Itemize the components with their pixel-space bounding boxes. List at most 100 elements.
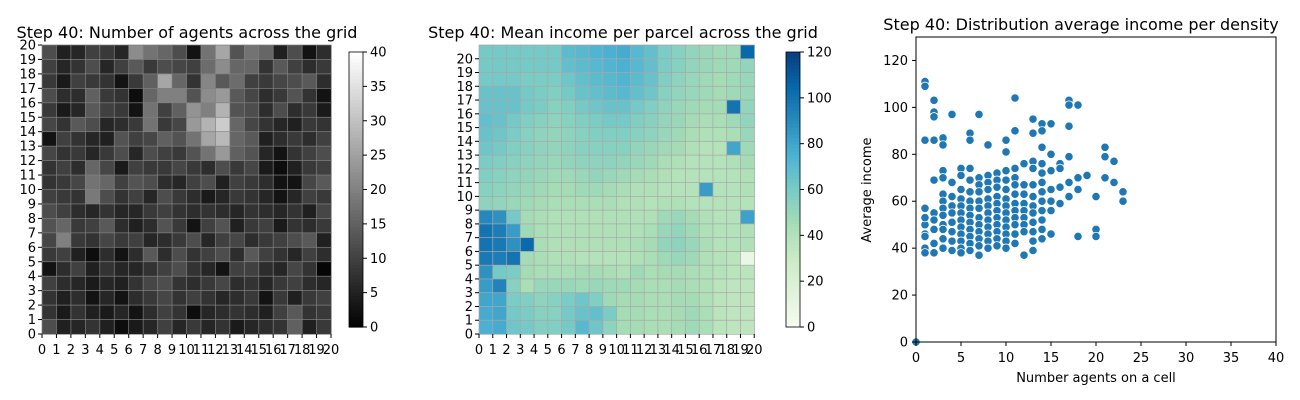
heatmap-cell [574,127,590,142]
heatmap-cell [142,304,159,321]
heatmap-cell [740,44,755,60]
scatter-point [974,203,984,213]
heatmap-cell [84,174,101,191]
x-tick-label: 4 [96,343,104,358]
heatmap-cell [561,237,576,253]
heatmap-cell [616,154,632,170]
scatter-point [1046,149,1056,159]
heatmap-cell [671,319,687,335]
heatmap-cell [643,58,659,74]
heatmap-cell [685,237,700,253]
heatmap-cell [186,174,202,191]
heatmap-cell [519,99,535,115]
heatmap-cell [113,232,130,248]
heatmap-cell [142,232,159,248]
heatmap-cell [316,203,332,220]
heatmap-cell [726,127,742,142]
heatmap-cell [186,218,202,234]
heatmap-cell [533,168,549,184]
colorbar-segment [786,141,800,146]
heatmap-cell [171,131,188,147]
heatmap-cell [113,319,130,335]
colorbar-segment [786,265,800,270]
heatmap-cell [41,160,58,176]
heatmap-cell [301,131,318,147]
colorbar-tick-label: 40 [807,229,824,244]
heatmap-cell [671,168,687,184]
scatter-point [1091,191,1101,202]
heatmap-cell [478,127,494,142]
heatmap-cell [698,44,714,60]
agents-colorbar: 0 5 10 15 20 25 30 35 40 [348,46,387,336]
heatmap-cell [602,58,618,74]
heatmap-cell [616,140,632,156]
y-tick-label: 16 [456,107,473,122]
heatmap-cell [229,189,245,205]
heatmap-cell [671,196,687,211]
heatmap-cell [157,174,173,191]
heatmap-cell [113,145,130,162]
heatmap-cell [258,131,274,147]
heatmap-cell [657,319,673,335]
heatmap-cell [740,168,755,184]
heatmap-cell [588,196,604,211]
heatmap-cell [671,264,687,280]
heatmap-cell [616,264,632,280]
heatmap-cell [657,44,673,60]
x-tick-label: 12 [636,343,653,358]
heatmap-cell [602,196,618,211]
heatmap-cell [200,145,217,162]
heatmap-cell [99,160,115,176]
heatmap-cell [547,154,563,170]
heatmap-cell [142,131,159,147]
heatmap-cell [643,292,659,308]
x-tick-label: 0 [912,351,920,366]
heatmap-cell [186,73,202,90]
heatmap-cell [84,232,101,248]
heatmap-cell [588,154,604,170]
heatmap-cell [643,99,659,115]
scatter-point [965,163,975,173]
scatter-point [1037,224,1047,234]
heatmap-cell [478,209,494,225]
heatmap-cell [574,99,590,115]
colorbar-segment [349,275,363,280]
heatmap-cell [301,189,318,205]
heatmap-cell [70,290,87,306]
heatmap-cell [574,251,590,266]
colorbar-segment [349,179,363,184]
colorbar-segment [349,151,363,156]
scatter-point [920,231,930,242]
heatmap-cell [243,246,260,263]
heatmap-cell [574,223,590,239]
heatmap-cell [478,140,494,156]
heatmap-cell [616,85,632,101]
heatmap-cell [229,160,245,176]
heatmap-cell [726,99,742,115]
y-tick-label: 120 [883,54,908,69]
heatmap-cell [630,168,645,184]
colorbar-segment [349,110,363,115]
heatmap-cell [229,87,245,104]
heatmap-cell [128,232,144,248]
heatmap-cell [616,251,632,266]
heatmap-cell [643,196,659,211]
heatmap-cell [301,160,318,176]
heatmap-cell [574,278,590,294]
heatmap-cell [519,72,535,87]
colorbar-segment [786,175,800,180]
heatmap-cell [142,319,159,335]
heatmap-cell [630,182,645,198]
heatmap-cell [243,261,260,277]
heatmap-cell [84,304,101,321]
heatmap-cell [171,218,188,234]
heatmap-cell [301,59,318,75]
y-tick-label: 13 [456,149,473,164]
scatter-point [929,112,939,122]
heatmap-cell [643,85,659,101]
x-tick-label: 15 [1043,351,1060,366]
heatmap-cell [630,113,645,129]
heatmap-cell [643,168,659,184]
heatmap-cell [215,131,231,147]
heatmap-cell [84,246,101,263]
